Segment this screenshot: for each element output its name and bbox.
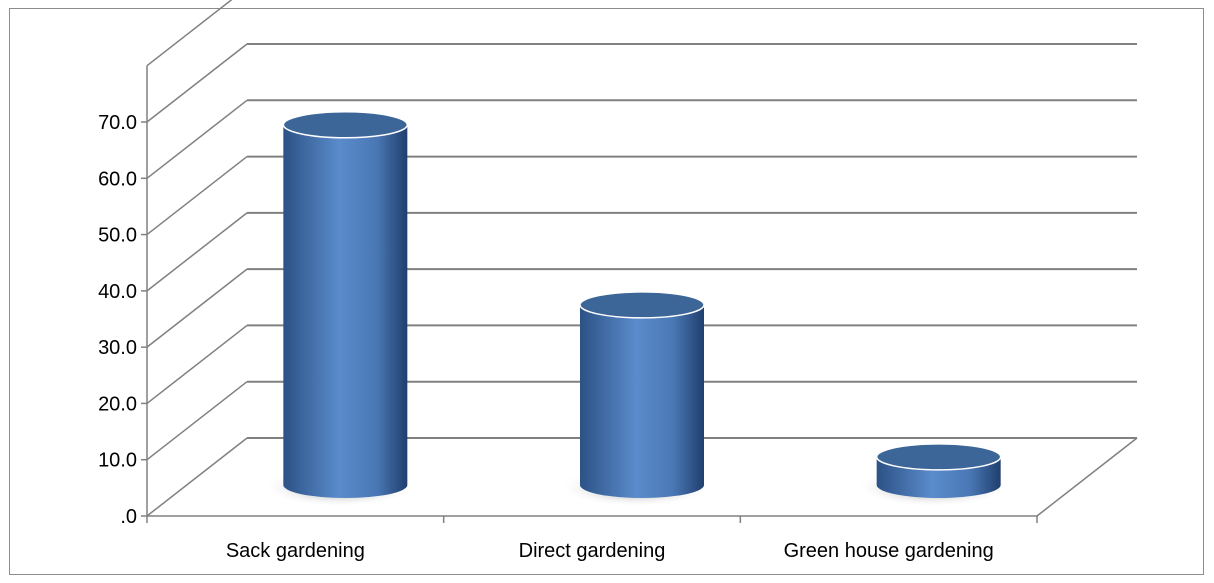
gridline-side: [146, 43, 248, 123]
bar-top: [579, 291, 705, 319]
bar-top: [282, 111, 409, 139]
bar-body: [580, 304, 704, 498]
category-label: Sack gardening: [226, 540, 365, 562]
category-label: Direct gardening: [519, 540, 666, 562]
gridline-side: [146, 155, 248, 236]
labels: .0 10.0 20.0 30.0 40.0 50.0 60.0 70.0 Sack garde…: [98, 112, 994, 562]
y-tick-label: 60.0: [98, 168, 137, 190]
gridline-side: [146, 437, 248, 517]
y-tick-label: 10.0: [98, 450, 137, 472]
gridline-side: [146, 268, 248, 348]
bar: [579, 291, 705, 498]
y-tick-label: 20.0: [98, 393, 137, 415]
y-tick-label: 50.0: [98, 225, 137, 247]
y-tick-label: .0: [120, 506, 137, 528]
category-label: Green house gardening: [784, 540, 994, 562]
y-tick-label: 30.0: [98, 337, 137, 359]
axes: [141, 65, 1138, 523]
bar: [875, 443, 1002, 498]
bar: [282, 111, 409, 499]
gridline-side: [146, 99, 248, 179]
gridline-side: [146, 324, 248, 405]
gridline-side: [146, 212, 248, 292]
gridline-side: [146, 381, 248, 461]
gridline-side: [146, 0, 233, 67]
floor-edge: [1036, 437, 1138, 517]
y-tick-label: 70.0: [98, 112, 137, 134]
bar-body: [283, 124, 408, 499]
bars: [282, 111, 1002, 499]
y-tick-label: 40.0: [98, 281, 137, 303]
bar-top: [875, 443, 1002, 471]
